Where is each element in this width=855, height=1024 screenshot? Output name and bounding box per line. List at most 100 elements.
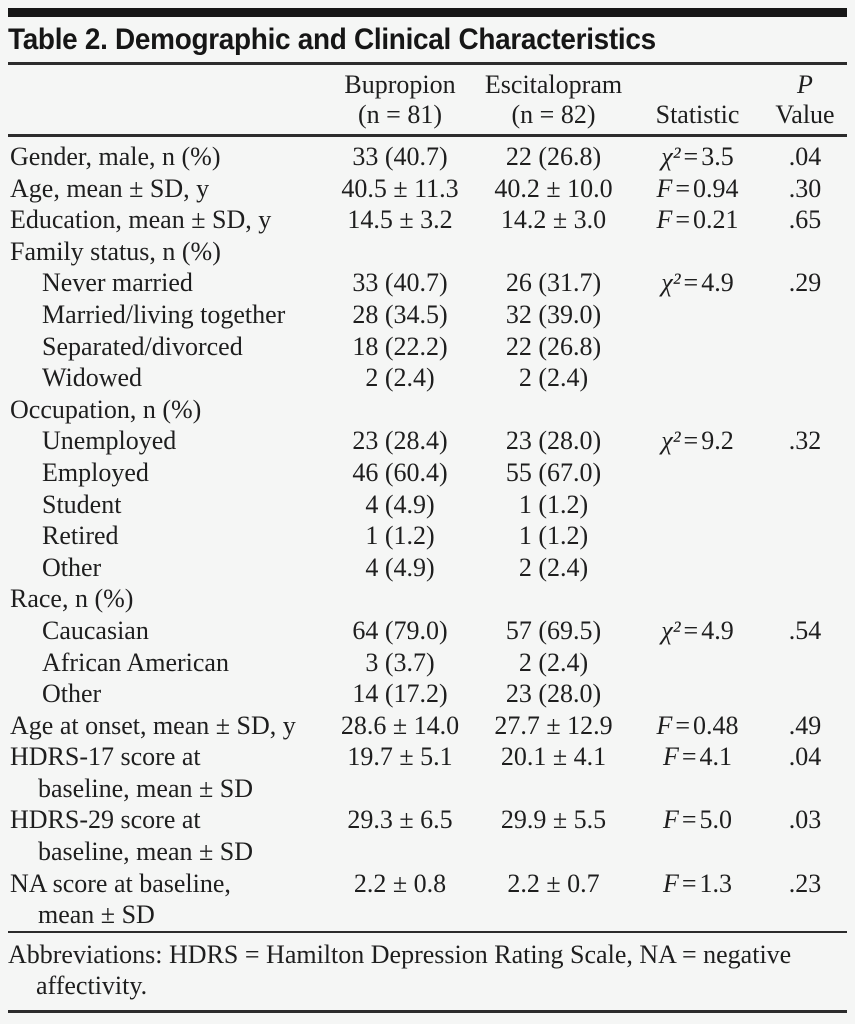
escitalopram-value-cell: 23 (28.0)	[505, 426, 602, 456]
statistic-number: 4.1	[699, 742, 733, 772]
p-value-cell	[763, 678, 847, 710]
bupropion-value-cell	[325, 394, 475, 426]
p-value-cell: .49	[788, 710, 822, 740]
statistic-number: 1.3	[699, 868, 733, 898]
p-value-cell: .65	[788, 205, 822, 235]
escitalopram-value-cell: 1 (1.2)	[518, 489, 589, 519]
escitalopram-value-cell: 14.2 ± 3.0	[500, 205, 607, 235]
statistic-number: 0.94	[693, 173, 739, 203]
escitalopram-value-cell: 57 (69.5)	[505, 615, 602, 645]
statistic-number: 0.48	[693, 710, 739, 740]
bupropion-value-cell: 1 (1.2)	[365, 521, 435, 551]
equals-sign: =	[681, 742, 697, 772]
row-label: HDRS-17 score at	[10, 742, 201, 772]
table-row: Never married 33 (40.7) 26 (31.7) χ² = 4.9 .29	[8, 267, 847, 299]
statistic-symbol: F	[662, 868, 679, 898]
equals-sign: =	[681, 805, 697, 835]
escitalopram-value-cell: 23 (28.0)	[505, 679, 602, 709]
row-label-cell: Race, n (%)	[8, 583, 325, 615]
p-value-cell	[763, 394, 847, 426]
escitalopram-value-cell	[475, 236, 632, 268]
row-label: Employed	[42, 457, 149, 487]
escitalopram-value-cell: 22 (26.8)	[505, 142, 602, 171]
p-value-cell: .29	[788, 268, 822, 298]
row-label-cell: Student	[8, 489, 325, 521]
equals-sign: =	[683, 142, 699, 171]
bupropion-value-cell: 23 (28.4)	[352, 426, 448, 456]
escitalopram-value-cell	[475, 394, 632, 426]
table-row: Other 14 (17.2) 23 (28.0)	[8, 678, 847, 710]
statistic-symbol: χ²	[661, 142, 681, 171]
row-label-continuation: baseline, mean ± SD	[38, 773, 253, 803]
bupropion-value-cell: 33 (40.7)	[352, 142, 448, 171]
table-row: Retired 1 (1.2) 1 (1.2)	[8, 520, 847, 552]
statistic-cell: F = 4.1	[632, 741, 763, 804]
table-row: HDRS-29 score at baseline, mean ± SD 29.3 …	[8, 804, 847, 867]
bupropion-value-cell: 14 (17.2)	[352, 679, 448, 709]
row-label: Never married	[42, 268, 193, 298]
table-row: Occupation, n (%)	[8, 394, 847, 426]
statistic-symbol: χ²	[661, 426, 681, 456]
bupropion-value-cell: 2 (2.4)	[365, 363, 435, 393]
row-label-cell: Unemployed	[8, 425, 325, 457]
statistic-cell	[632, 647, 763, 679]
row-label: Gender, male, n (%)	[10, 142, 221, 171]
statistic-number: 5.0	[699, 805, 733, 835]
equals-sign: =	[683, 268, 699, 298]
table-title-row: Table 2. Demographic and Clinical Charac…	[8, 17, 847, 62]
statistic-cell: χ² = 4.9	[632, 267, 763, 299]
statistic-cell	[632, 331, 763, 363]
table-row: Married/living together 28 (34.5) 32 (39.0…	[8, 299, 847, 331]
bupropion-value-cell	[325, 236, 475, 268]
header-bupropion-n: (n = 81)	[358, 100, 442, 129]
p-value-cell: .04	[788, 742, 822, 772]
row-label-cell: Family status, n (%)	[8, 236, 325, 268]
statistic-cell	[632, 457, 763, 489]
equals-sign: =	[675, 173, 691, 203]
p-value-cell	[763, 299, 847, 331]
statistic-number: 4.9	[701, 615, 734, 645]
row-label: Retired	[42, 521, 119, 551]
escitalopram-value-cell: 26 (31.7)	[505, 268, 602, 298]
table-row: Race, n (%)	[8, 583, 847, 615]
header-p-value: P Value	[763, 65, 847, 137]
table-top-bar	[8, 8, 847, 17]
escitalopram-value-cell: 29.9 ± 5.5	[500, 805, 607, 835]
table-row: Student 4 (4.9) 1 (1.2)	[8, 489, 847, 521]
p-value-cell: .23	[788, 868, 822, 898]
row-label-cell: Occupation, n (%)	[8, 394, 325, 426]
table-row: African American 3 (3.7) 2 (2.4)	[8, 647, 847, 679]
row-label: Education, mean ± SD, y	[10, 205, 272, 235]
row-label: HDRS-29 score at	[10, 805, 201, 835]
row-label-cell: NA score at baseline, mean ± SD	[8, 868, 325, 932]
bupropion-value-cell: 14.5 ± 3.2	[347, 205, 453, 235]
row-label-cell: Age, mean ± SD, y	[8, 173, 325, 205]
p-value-cell	[763, 552, 847, 584]
table-row: Other 4 (4.9) 2 (2.4)	[8, 552, 847, 584]
statistic-symbol: χ²	[661, 615, 681, 645]
statistic-symbol: F	[656, 710, 673, 740]
statistic-cell	[632, 236, 763, 268]
row-label-cell: Caucasian	[8, 615, 325, 647]
bupropion-value-cell: 46 (60.4)	[352, 457, 448, 487]
row-label-cell: African American	[8, 647, 325, 679]
statistic-symbol: F	[662, 805, 679, 835]
escitalopram-value-cell: 40.2 ± 10.0	[494, 173, 613, 203]
statistic-cell	[632, 678, 763, 710]
bupropion-value-cell: 4 (4.9)	[365, 489, 435, 519]
statistic-cell: F = 0.94	[632, 173, 763, 205]
row-label: Caucasian	[42, 615, 149, 645]
statistic-symbol: F	[662, 742, 679, 772]
statistic-cell	[632, 362, 763, 394]
table-row: Education, mean ± SD, y 14.5 ± 3.2 14.2 ± …	[8, 204, 847, 236]
statistic-cell	[632, 489, 763, 521]
escitalopram-value-cell: 2 (2.4)	[518, 647, 589, 677]
escitalopram-value-cell: 32 (39.0)	[505, 299, 602, 329]
escitalopram-value-cell	[475, 583, 632, 615]
p-value-cell: .32	[788, 426, 822, 456]
row-label-cell: Gender, male, n (%)	[8, 136, 325, 173]
header-corner-cell	[8, 65, 325, 137]
header-statistic-label: Statistic	[655, 100, 740, 129]
statistic-cell: F = 0.21	[632, 204, 763, 236]
statistic-cell	[632, 583, 763, 615]
